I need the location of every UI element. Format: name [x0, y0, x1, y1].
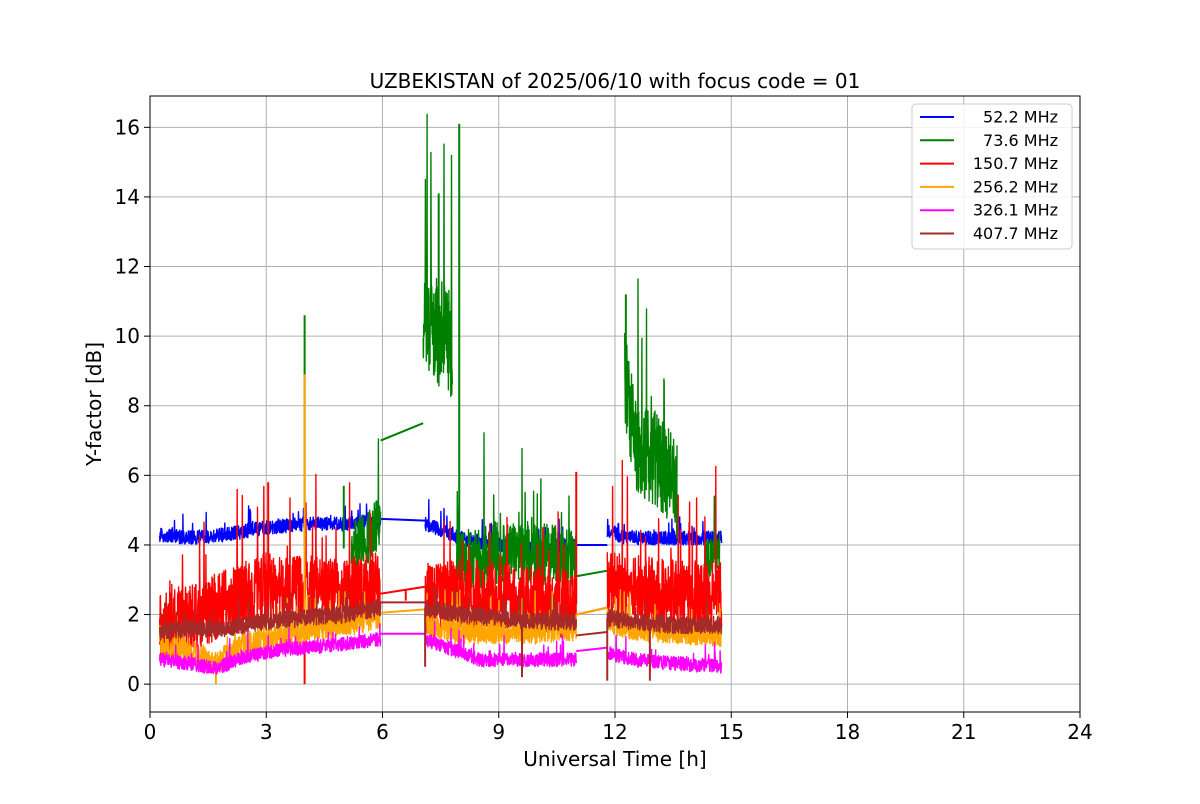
- legend: 52.2 MHz 73.6 MHz 150.7 MHz 256.2 MHz 326.1…: [911, 103, 1073, 250]
- x-tick-label: 15: [719, 720, 744, 744]
- series-layer: [159, 113, 723, 685]
- legend-label-3: 256.2 MHz: [973, 177, 1058, 196]
- legend-label-5: 407.7 MHz: [973, 224, 1058, 243]
- series-0-segment-2: [606, 516, 723, 546]
- y-tick-label: 16: [115, 115, 140, 139]
- y-tick-label: 0: [127, 672, 140, 696]
- series-2-segment-2: [606, 459, 723, 632]
- series-3-gap-line-1: [576, 606, 608, 616]
- y-tick-label: 10: [115, 324, 140, 348]
- series-0-gap-line-0: [380, 517, 426, 522]
- series-1-gap-line-0: [380, 422, 424, 442]
- series-5-gap-line-1: [576, 630, 608, 637]
- x-tick-label: 21: [951, 720, 976, 744]
- y-axis-label: Y-factor [dB]: [82, 342, 106, 467]
- y-tick-label: 14: [115, 185, 140, 209]
- series-3-segment-0: [159, 590, 381, 675]
- y-tick-label: 8: [127, 394, 140, 418]
- series-5: [159, 585, 723, 681]
- x-tick-label: 9: [492, 720, 505, 744]
- series-5-segment-1: [424, 585, 577, 631]
- series-4-segment-1: [424, 617, 577, 668]
- series-5-segment-0: [159, 589, 382, 641]
- series-1-segment-4: [624, 278, 678, 539]
- series-2-gap-line-0: [380, 585, 426, 595]
- y-tick-label: 2: [127, 603, 140, 627]
- legend-label-4: 326.1 MHz: [973, 201, 1058, 220]
- x-tick-label: 6: [376, 720, 389, 744]
- series-1-segment-2: [422, 113, 453, 398]
- legend-label-0: 52.2 MHz: [983, 108, 1058, 127]
- y-tick-label: 4: [127, 533, 140, 557]
- legend-label-1: 73.6 MHz: [983, 131, 1058, 150]
- series-4-gap-line-1: [576, 646, 608, 653]
- series-3-gap-line-0: [380, 608, 426, 614]
- x-tick-label: 18: [835, 720, 860, 744]
- series-1-segment-3: [455, 432, 577, 594]
- series-1-segment-1: [350, 438, 382, 577]
- series-4-segment-2: [606, 635, 723, 674]
- x-tick-label: 3: [260, 720, 273, 744]
- x-tick-label: 0: [144, 720, 157, 744]
- series-2-segment-0: [159, 473, 382, 661]
- chart-title: UZBEKISTAN of 2025/06/10 with focus code…: [370, 69, 861, 93]
- series-4-segment-0: [159, 623, 382, 675]
- y-tick-label: 12: [115, 255, 140, 279]
- legend-label-2: 150.7 MHz: [973, 154, 1058, 173]
- series-5-segment-2: [606, 598, 723, 635]
- x-axis-label: Universal Time [h]: [523, 747, 706, 771]
- x-tick-label: 24: [1067, 720, 1092, 744]
- series-4: [159, 617, 723, 675]
- y-tick-label: 6: [127, 463, 140, 487]
- x-tick-label: 12: [602, 720, 627, 744]
